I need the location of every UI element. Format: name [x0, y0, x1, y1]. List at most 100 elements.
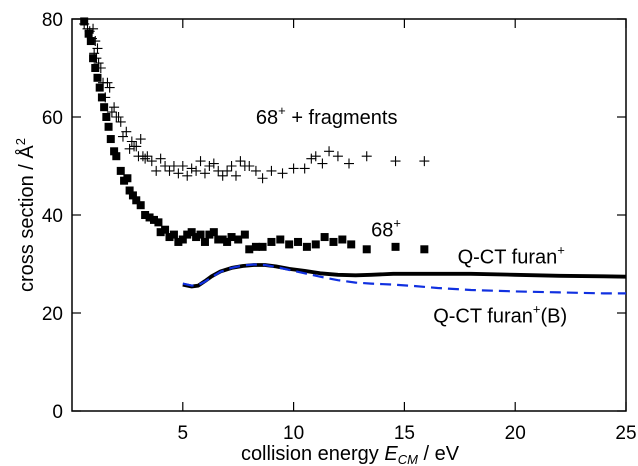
annotation-ion68: 68+	[371, 216, 401, 242]
data-point-ion68	[234, 235, 243, 244]
data-point-ion68	[240, 230, 249, 239]
data-point-ion68	[97, 93, 106, 102]
data-point-fragments	[135, 134, 146, 145]
annotation-base: 68	[256, 107, 278, 129]
data-point-ion68	[329, 237, 338, 246]
data-point-ion68	[245, 245, 254, 254]
data-point-fragments	[195, 156, 206, 167]
data-point-ion68	[196, 230, 205, 239]
x-tick-label: 15	[394, 423, 415, 444]
annotation-sup: +	[393, 216, 401, 231]
plot-area	[79, 17, 627, 295]
data-point-ion68	[100, 103, 109, 112]
annotation-tail: + fragments	[286, 107, 398, 129]
data-point-ion68	[93, 73, 102, 82]
data-point-ion68	[89, 54, 98, 63]
data-point-fragments	[88, 23, 99, 34]
data-point-fragments	[168, 161, 179, 171]
annotation-base: Q-CT furan	[458, 247, 558, 269]
data-point-ion68	[227, 233, 236, 242]
data-point-fragments	[109, 102, 120, 113]
data-point-ion68	[276, 235, 285, 244]
data-point-ion68	[192, 233, 201, 242]
annotation-base: Q-CT furan	[433, 305, 533, 327]
series-line-qctb	[182, 263, 626, 295]
data-point-fragments	[199, 168, 210, 179]
data-point-ion68	[258, 242, 267, 251]
data-point-ion68	[362, 245, 371, 254]
data-point-fragments	[208, 158, 219, 169]
data-point-ion68	[95, 83, 104, 92]
y-axis-title-sup: 2	[13, 138, 28, 145]
data-point-ion68	[391, 242, 400, 251]
data-point-ion68	[302, 242, 311, 251]
data-point-ion68	[285, 240, 294, 249]
data-point-ion68	[132, 196, 141, 205]
data-point-ion68	[165, 233, 174, 242]
data-point-ion68	[141, 211, 150, 219]
data-point-ion68	[320, 233, 329, 242]
data-point-fragments	[142, 151, 153, 162]
data-point-fragments	[310, 151, 321, 162]
x-tick-label: 10	[283, 423, 304, 444]
y-tick-label: 20	[42, 304, 63, 325]
data-point-fragments	[104, 82, 115, 93]
data-point-ion68	[205, 230, 214, 239]
x-tick-label: 20	[505, 423, 526, 444]
data-point-fragments	[244, 161, 255, 171]
data-point-ion68	[218, 235, 227, 244]
data-point-fragments	[177, 161, 188, 171]
data-point-fragments	[390, 156, 401, 167]
x-axis-title-sub: CM	[398, 452, 418, 466]
data-point-ion68	[145, 213, 154, 222]
data-point-ion68	[223, 237, 232, 246]
data-point-fragments	[131, 141, 142, 152]
data-point-fragments	[160, 161, 171, 171]
data-point-fragments	[250, 165, 261, 176]
data-point-fragments	[332, 151, 343, 162]
data-point-fragments	[222, 165, 233, 176]
data-point-ion68	[187, 228, 196, 237]
y-tick-label: 80	[42, 10, 63, 31]
data-point-fragments	[173, 168, 184, 179]
annotation-sup: +	[557, 243, 565, 258]
data-point-fragments	[115, 116, 126, 127]
data-point-fragments	[306, 153, 317, 164]
data-point-ion68	[123, 174, 132, 183]
data-point-ion68	[338, 235, 347, 244]
data-point-fragments	[419, 156, 430, 167]
x-tick-label: 5	[178, 423, 189, 444]
data-point-ion68	[80, 17, 89, 26]
data-point-ion68	[209, 228, 218, 237]
data-point-fragments	[226, 161, 237, 171]
annotation-tail: (B)	[540, 305, 567, 327]
annotation-qctb: Q-CT furan+(B)	[433, 301, 567, 327]
data-point-fragments	[213, 165, 224, 176]
data-point-ion68	[161, 225, 170, 234]
data-point-fragments	[230, 170, 241, 181]
x-axis-title-prefix: collision energy	[241, 443, 384, 465]
data-point-fragments	[124, 143, 135, 154]
data-point-ion68	[125, 186, 134, 195]
data-point-ion68	[116, 166, 125, 175]
data-point-fragments	[186, 163, 197, 174]
data-point-fragments	[235, 156, 246, 167]
y-axis-title-unit: Å	[15, 145, 38, 159]
data-point-fragments	[92, 43, 103, 54]
data-point-ion68	[214, 235, 223, 244]
data-point-fragments	[146, 156, 157, 167]
data-point-ion68	[128, 191, 137, 200]
y-tick-label: 0	[52, 402, 63, 423]
annotation-fragments: 68+ + fragments	[256, 103, 398, 129]
data-point-ion68	[174, 237, 183, 246]
y-axis-title-prefix: cross section /	[16, 159, 38, 292]
data-point-ion68	[112, 152, 121, 161]
data-point-ion68	[156, 228, 165, 237]
data-point-fragments	[191, 165, 202, 176]
data-point-fragments	[151, 165, 162, 176]
data-point-fragments	[106, 107, 117, 118]
data-point-fragments	[182, 170, 193, 181]
data-point-fragments	[344, 158, 354, 169]
data-point-ion68	[136, 201, 145, 210]
data-point-fragments	[317, 158, 328, 169]
